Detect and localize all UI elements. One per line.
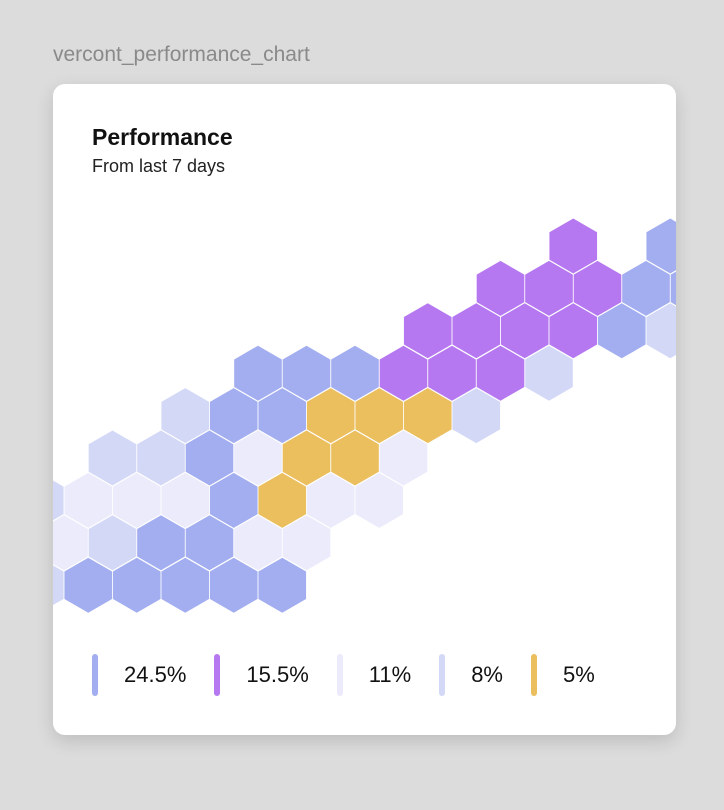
hex-cell xyxy=(64,472,113,528)
hex-cell xyxy=(646,218,676,274)
hex-cell xyxy=(258,472,307,528)
hex-cell xyxy=(597,303,646,359)
legend-value: 8% xyxy=(471,662,503,687)
legend-swatch xyxy=(92,654,98,696)
hex-cell xyxy=(476,345,525,401)
hex-cell xyxy=(53,480,64,521)
hex-cell xyxy=(282,515,331,571)
hex-cell xyxy=(137,430,185,486)
legend-value: 24.5% xyxy=(124,662,187,687)
hex-cell xyxy=(403,388,452,444)
hex-cell xyxy=(670,271,676,306)
hex-cell xyxy=(306,472,355,528)
legend-item: 24.5% xyxy=(92,654,186,696)
hex-cell xyxy=(53,565,64,606)
hex-cell xyxy=(525,345,573,401)
hex-cell xyxy=(234,430,282,486)
legend-item: 5% xyxy=(530,654,595,696)
hex-cell xyxy=(549,303,598,359)
hex-cell xyxy=(209,388,258,444)
legend-value: 5% xyxy=(562,662,595,687)
hex-cell xyxy=(112,557,161,613)
hex-cell xyxy=(476,260,525,316)
hex-cell xyxy=(549,218,598,274)
hex-cell xyxy=(355,388,404,444)
hex-cell xyxy=(161,388,210,444)
hex-cell xyxy=(161,557,210,613)
hex-cell xyxy=(331,345,379,401)
legend-swatch xyxy=(439,654,446,696)
hex-cell xyxy=(452,388,501,444)
hex-cell xyxy=(185,515,234,571)
legend: 24.5% 15.5% 11% 8% 5% xyxy=(92,654,623,696)
hex-cell xyxy=(88,515,137,571)
legend-value: 15.5% xyxy=(246,662,309,687)
hex-cell xyxy=(403,303,452,359)
hex-cell xyxy=(53,515,88,571)
hex-cell xyxy=(258,557,307,613)
legend-item: 8% xyxy=(439,654,503,696)
hex-cell xyxy=(428,345,476,401)
legend-swatch xyxy=(530,654,537,696)
legend-swatch xyxy=(214,654,221,696)
hex-cell xyxy=(379,430,428,486)
hex-cell xyxy=(331,430,379,486)
legend-swatch xyxy=(336,654,343,696)
hex-cell xyxy=(137,515,185,571)
hex-cell xyxy=(161,472,210,528)
hex-cell xyxy=(209,557,258,613)
hex-cell xyxy=(112,472,161,528)
hex-cell xyxy=(185,430,234,486)
hex-cell xyxy=(88,430,137,486)
hex-cell xyxy=(573,260,622,316)
hex-cell xyxy=(379,345,428,401)
hex-cell xyxy=(282,345,331,401)
chart-subtitle: From last 7 days xyxy=(92,156,226,176)
hex-cell xyxy=(282,430,331,486)
legend-value: 11% xyxy=(368,662,412,687)
hex-cell xyxy=(306,388,355,444)
hex-heatmap xyxy=(53,218,676,613)
hex-cell xyxy=(209,472,258,528)
hex-cell xyxy=(234,345,282,401)
hex-cell xyxy=(622,260,670,316)
hex-cell xyxy=(234,515,282,571)
hex-cell xyxy=(646,303,676,359)
hex-cell xyxy=(500,303,549,359)
hex-cell xyxy=(258,388,307,444)
chart-title: Performance xyxy=(92,124,233,150)
hex-cell xyxy=(64,557,113,613)
hex-cell xyxy=(525,260,573,316)
performance-card: Performance From last 7 days 24.5% 15.5%… xyxy=(53,84,676,735)
hex-cell xyxy=(452,303,501,359)
frame-label: vercont_performance_chart xyxy=(53,43,310,66)
legend-item: 11% xyxy=(336,654,412,696)
legend-item: 15.5% xyxy=(214,654,309,696)
hex-cell xyxy=(355,472,404,528)
